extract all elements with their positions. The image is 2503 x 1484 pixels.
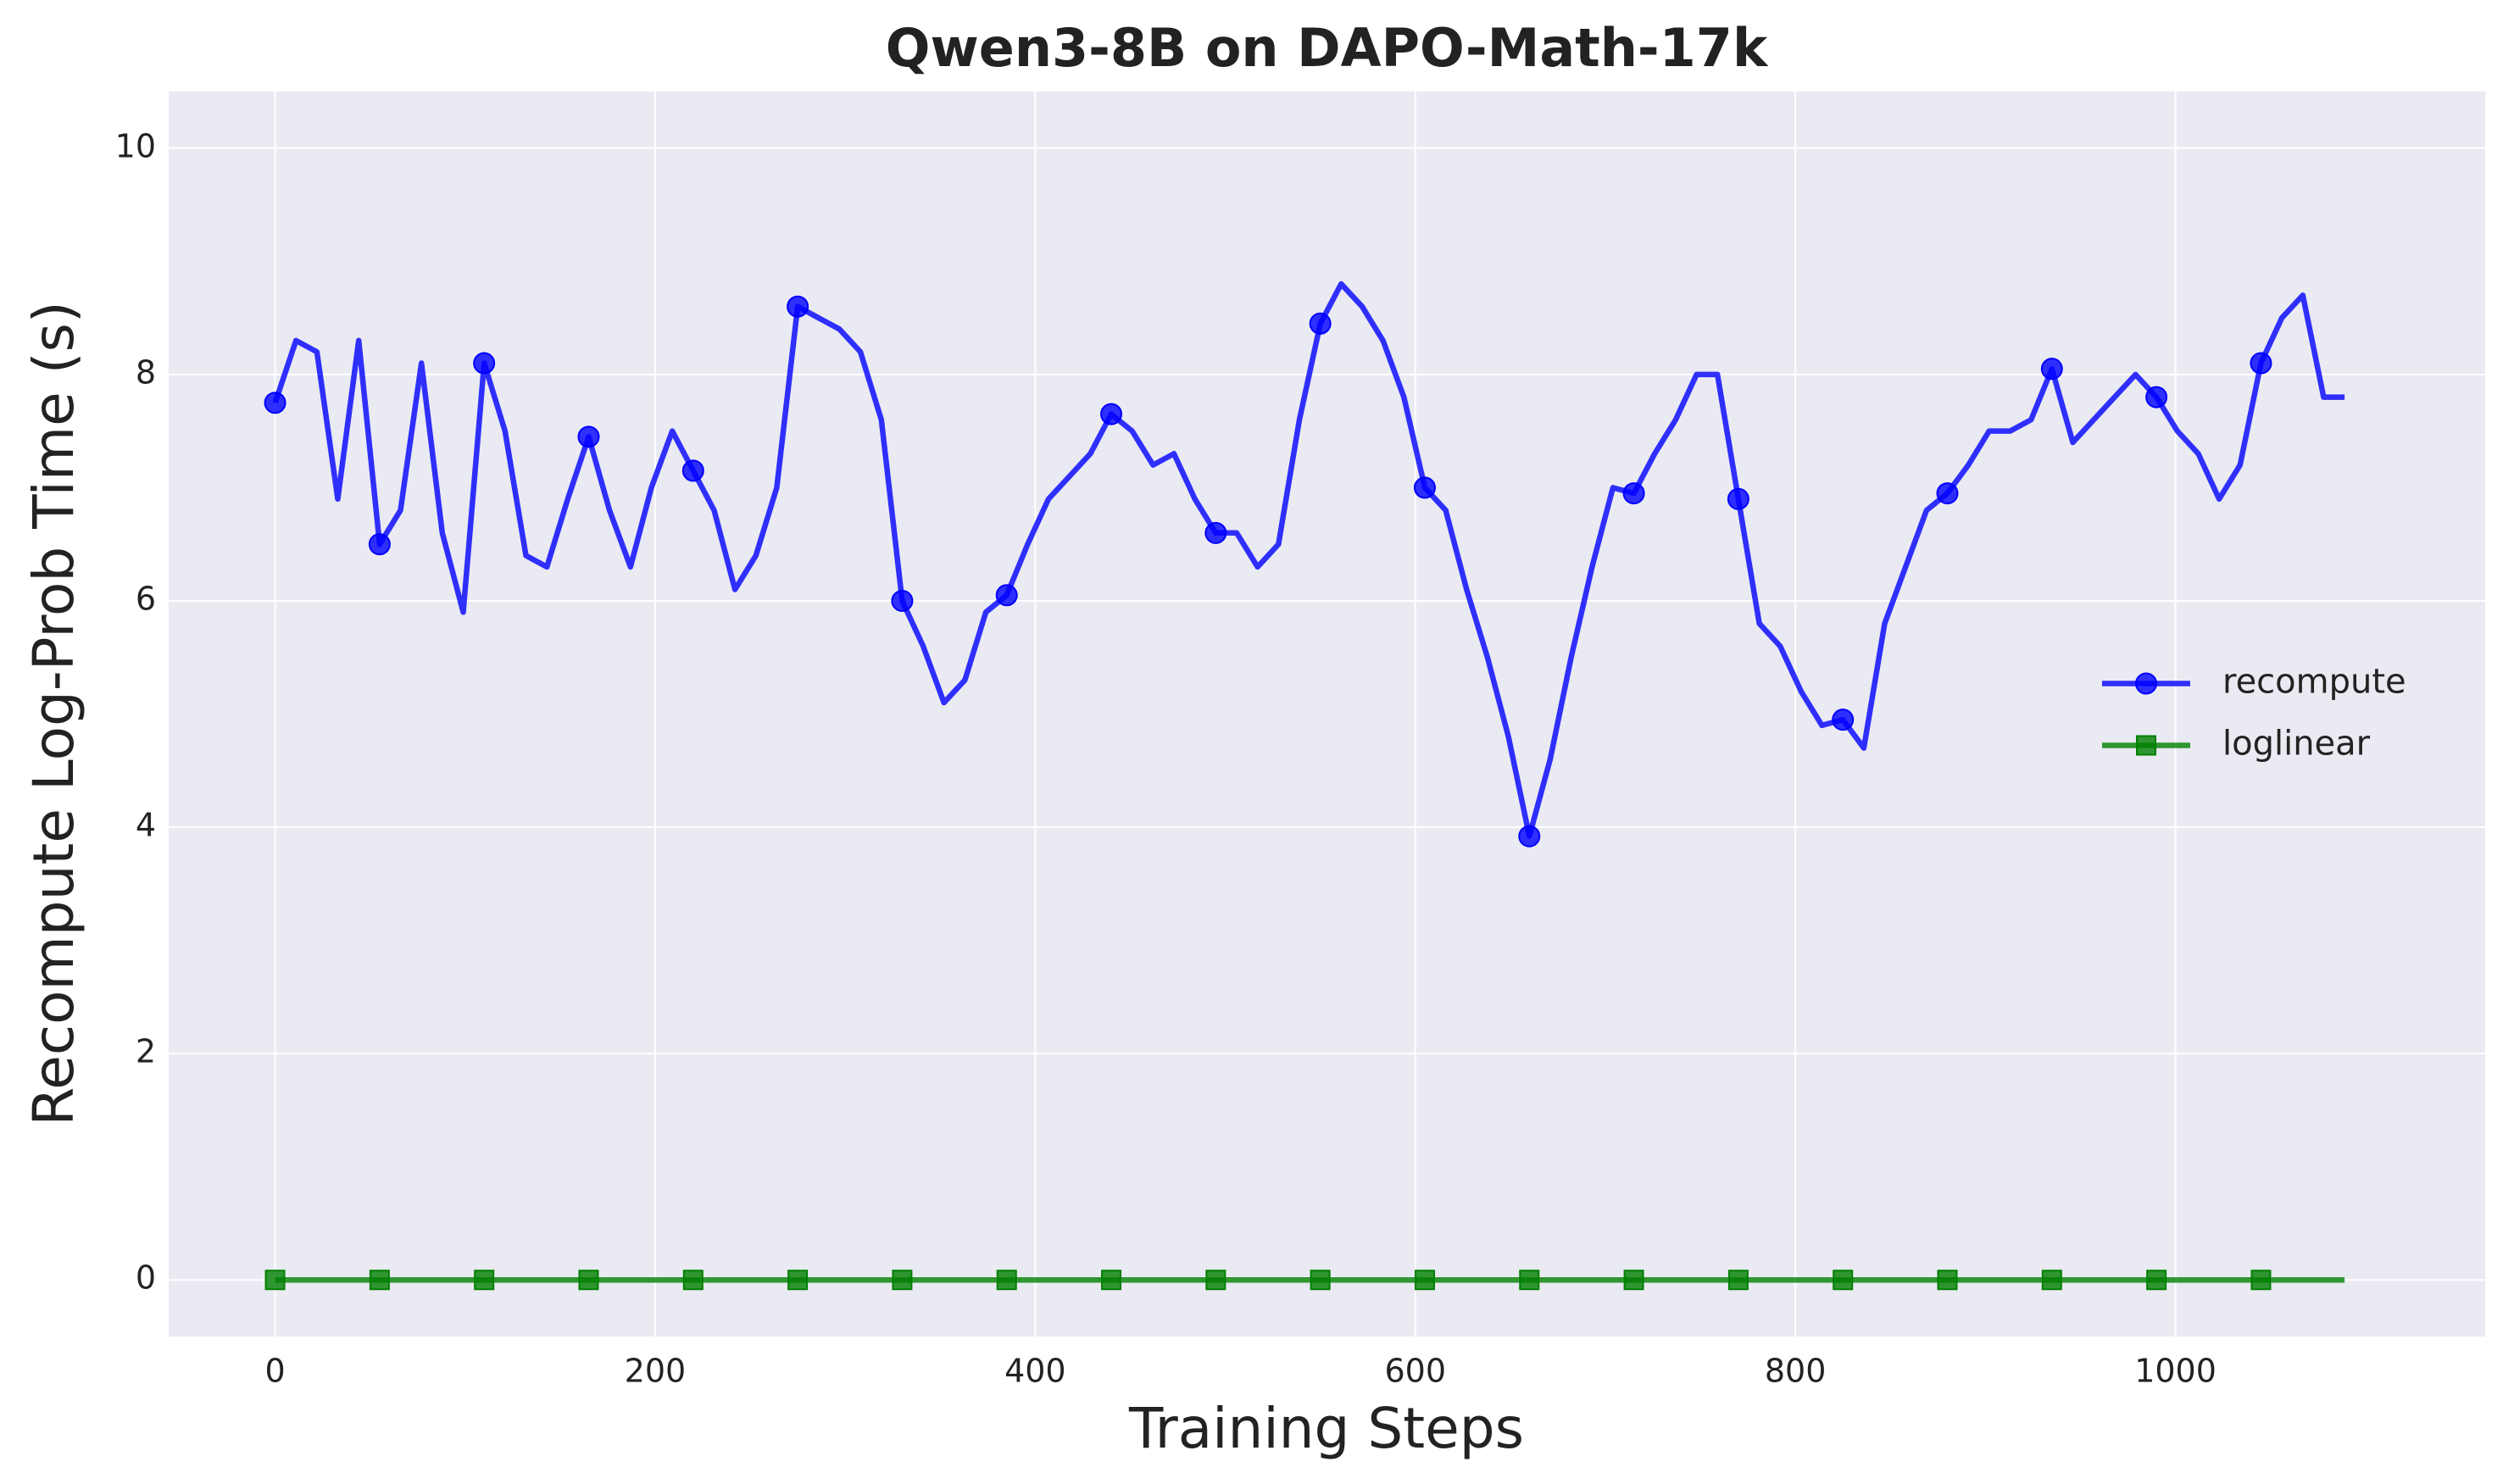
y-tick-label: 0	[136, 1259, 156, 1297]
chart-title: Qwen3-8B on DAPO-Math-17k	[886, 17, 1769, 79]
plot-background	[169, 92, 2485, 1337]
x-tick-label: 600	[1384, 1353, 1446, 1390]
data-point	[1936, 482, 1959, 505]
data-point	[1832, 709, 1855, 731]
data-point	[1100, 403, 1123, 425]
legend-marker	[2135, 672, 2157, 695]
data-point	[1205, 1270, 1226, 1291]
data-point	[681, 459, 704, 482]
data-point	[264, 1270, 286, 1291]
data-point	[1519, 1270, 1540, 1291]
data-point	[1204, 521, 1227, 544]
data-point	[682, 1270, 704, 1291]
data-point	[2250, 1270, 2272, 1291]
data-point	[1101, 1270, 1122, 1291]
y-tick-label: 4	[136, 807, 156, 844]
x-tick-label: 1000	[2134, 1353, 2217, 1390]
data-point	[2041, 1270, 2062, 1291]
x-tick-label: 400	[1004, 1353, 1066, 1390]
data-point	[1623, 1270, 1644, 1291]
legend-marker	[2136, 735, 2156, 756]
data-point	[368, 533, 391, 556]
y-tick-label: 8	[136, 353, 156, 391]
data-point	[1622, 482, 1645, 505]
data-point	[892, 1270, 913, 1291]
data-point	[1937, 1270, 1958, 1291]
y-tick-label: 2	[136, 1033, 156, 1070]
x-tick-label: 0	[264, 1353, 285, 1390]
legend-label: loglinear	[2222, 725, 2371, 764]
data-point	[1518, 825, 1541, 848]
data-point	[1414, 1270, 1435, 1291]
data-point	[473, 352, 496, 375]
data-point	[2040, 358, 2063, 381]
data-point	[787, 295, 809, 318]
y-tick-label: 6	[136, 580, 156, 617]
data-point	[578, 1270, 599, 1291]
y-axis-label: Recompute Log-Prob Time (s)	[21, 301, 86, 1126]
data-point	[2250, 352, 2272, 375]
data-point	[891, 589, 914, 612]
data-point	[474, 1270, 495, 1291]
x-tick-label: 800	[1765, 1353, 1827, 1390]
data-point	[1833, 1270, 1854, 1291]
x-tick-label: 200	[625, 1353, 687, 1390]
data-point	[1309, 312, 1332, 335]
legend-label: recompute	[2222, 663, 2406, 702]
data-line	[272, 281, 2345, 839]
data-point	[577, 425, 600, 448]
data-point	[369, 1270, 390, 1291]
x-axis-label: Training Steps	[1128, 1396, 1524, 1461]
data-point	[1727, 1270, 1749, 1291]
y-tick-label: 10	[115, 127, 156, 164]
data-point	[264, 392, 286, 414]
data-point	[2146, 1270, 2167, 1291]
data-point	[1727, 487, 1749, 510]
data-point	[995, 584, 1018, 607]
data-point	[1310, 1270, 1331, 1291]
data-point	[2145, 386, 2168, 409]
data-point	[996, 1270, 1017, 1291]
data-point	[1413, 476, 1436, 499]
data-point	[787, 1270, 809, 1291]
